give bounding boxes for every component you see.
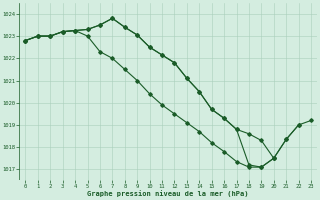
X-axis label: Graphe pression niveau de la mer (hPa): Graphe pression niveau de la mer (hPa) [87, 190, 249, 197]
